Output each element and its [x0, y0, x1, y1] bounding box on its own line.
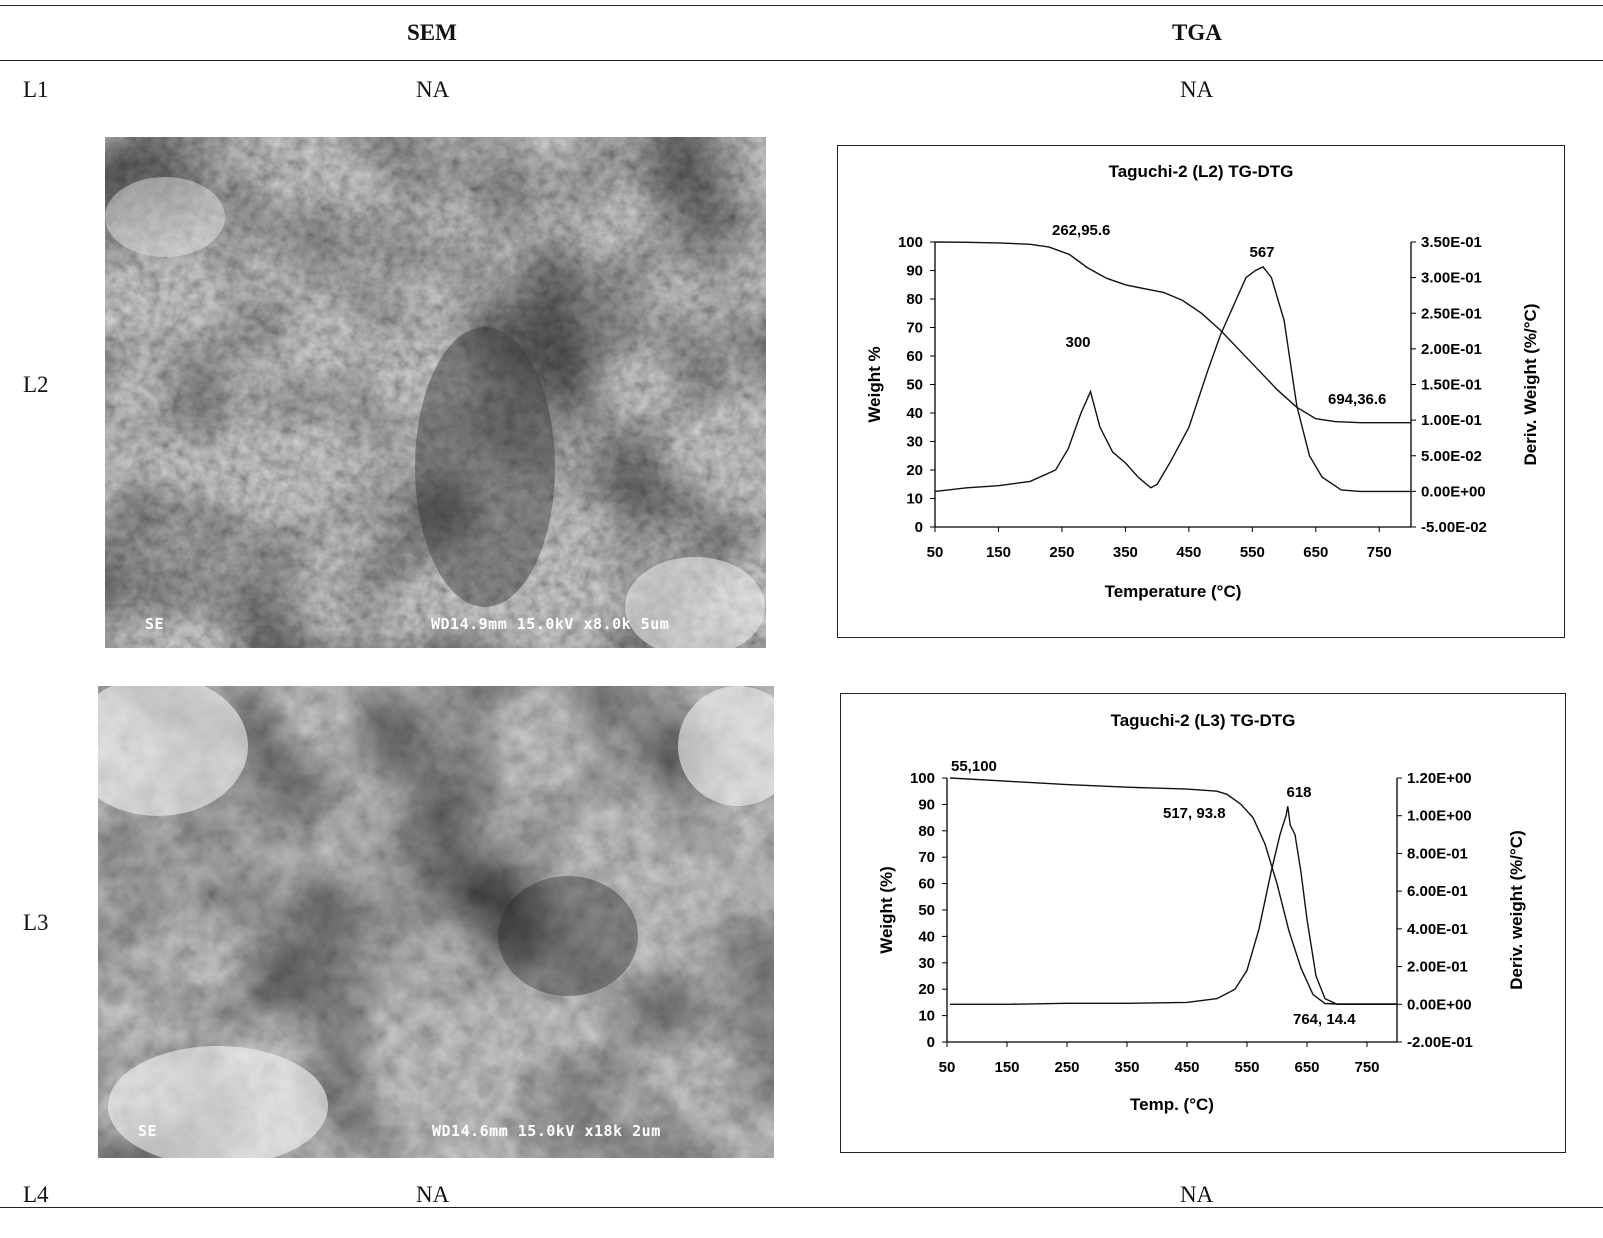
y-tick-label: 90: [906, 263, 923, 280]
y-tick-label: 40: [918, 928, 935, 945]
x-tick-label: 150: [994, 1059, 1019, 1076]
y-tick-label: 20: [918, 981, 935, 998]
y2-tick-label: 0.00E+00: [1407, 996, 1472, 1013]
table-bottom-rule: [0, 1207, 1603, 1208]
y-axis-label: Weight %: [865, 346, 884, 422]
y-tick-label: 10: [906, 491, 923, 508]
dtg-series-line: [950, 806, 1397, 1005]
y2-tick-label: 1.00E-01: [1421, 412, 1482, 429]
sem-bar-right-l3: WD14.6mm 15.0kV x18k 2um: [432, 1122, 661, 1140]
y2-tick-label: 6.00E-01: [1407, 883, 1468, 900]
row-sem-l1: NA: [416, 77, 450, 102]
x-tick-label: 750: [1354, 1059, 1379, 1076]
x-axis-label: Temperature (°C): [1105, 582, 1242, 601]
y2-tick-label: 2.00E-01: [1407, 959, 1468, 976]
y2-tick-label: 4.00E-01: [1407, 921, 1468, 938]
tga-chart-l3-svg: Taguchi-2 (L3) TG-DTG 50 150 250 350 450 550 65…: [877, 711, 1526, 1114]
y2-tick-label: 3.50E-01: [1421, 234, 1482, 251]
y-tick-label: 40: [906, 405, 923, 422]
row-label-l2: L2: [23, 372, 49, 397]
chart-title: Taguchi-2 (L3) TG-DTG: [1111, 711, 1296, 730]
y2-tick-label: -2.00E-01: [1407, 1034, 1473, 1051]
data-annotation: 567: [1249, 244, 1274, 261]
x-tick-label: 250: [1049, 544, 1074, 561]
y2-tick-label: 2.50E-01: [1421, 305, 1482, 322]
row-label-l4: L4: [23, 1182, 49, 1207]
x-tick-label: 150: [986, 544, 1011, 561]
y-tick-label: 0: [915, 519, 923, 536]
table-header-rule: [0, 60, 1603, 61]
data-annotation: 618: [1286, 784, 1311, 801]
header-tga: TGA: [1172, 20, 1222, 45]
tga-chart-l2-svg: Taguchi-2 (L2) TG-DTG 50 150 250 350 450 550 65…: [865, 162, 1540, 601]
table-top-rule: [0, 5, 1603, 6]
y2-tick-label: 1.00E+00: [1407, 808, 1472, 825]
y2-tick-label: 8.00E-01: [1407, 845, 1468, 862]
data-annotation: 764, 14.4: [1293, 1011, 1356, 1028]
tg-series-line: [934, 241, 1411, 424]
row-tga-l4: NA: [1180, 1182, 1214, 1207]
x-tick-label: 550: [1234, 1059, 1259, 1076]
y-tick-label: 100: [910, 770, 935, 787]
y-tick-label: 70: [906, 320, 923, 337]
y-tick-label: 30: [906, 434, 923, 451]
y-tick-label: 100: [898, 234, 923, 251]
sem-image-l3: SE WD14.6mm 15.0kV x18k 2um: [98, 686, 774, 1158]
y-tick-label: 60: [906, 348, 923, 365]
data-annotation: 262,95.6: [1052, 222, 1110, 239]
sem-texture-l3: [98, 686, 774, 1158]
data-annotation: 517, 93.8: [1163, 805, 1226, 822]
y2-axis-label: Deriv. weight (%/°C): [1507, 830, 1526, 990]
y2-tick-label: 3.00E-01: [1421, 270, 1482, 287]
y-tick-label: 90: [918, 796, 935, 813]
data-annotation: 300: [1065, 334, 1090, 351]
y-axis-label: Weight (%): [877, 866, 896, 954]
data-annotation: 694,36.6: [1328, 391, 1386, 408]
y2-tick-label: 5.00E-02: [1421, 448, 1482, 465]
x-tick-label: 450: [1176, 544, 1201, 561]
x-tick-label: 650: [1294, 1059, 1319, 1076]
y-tick-label: 80: [906, 291, 923, 308]
sem-image-l2: SE WD14.9mm 15.0kV x8.0k 5um: [105, 137, 766, 648]
y-tick-label: 20: [906, 462, 923, 479]
row-tga-l1: NA: [1180, 77, 1214, 102]
y2-tick-label: 0.00E+00: [1421, 483, 1486, 500]
y-tick-label: 30: [918, 955, 935, 972]
x-tick-label: 50: [927, 544, 944, 561]
x-tick-label: 50: [939, 1059, 956, 1076]
sem-texture-l2: [105, 137, 766, 648]
dtg-series-line: [934, 266, 1411, 493]
x-tick-label: 750: [1367, 544, 1392, 561]
tga-chart-l2: Taguchi-2 (L2) TG-DTG 50 150 250 350 450 550 65…: [837, 145, 1565, 638]
header-sem: SEM: [407, 20, 457, 45]
y2-tick-label: -5.00E-02: [1421, 519, 1487, 536]
data-annotation: 55,100: [951, 758, 997, 775]
y2-tick-label: 1.20E+00: [1407, 770, 1472, 787]
sem-bar-right-l2: WD14.9mm 15.0kV x8.0k 5um: [431, 615, 670, 633]
chart-title: Taguchi-2 (L2) TG-DTG: [1109, 162, 1294, 181]
row-sem-l4: NA: [416, 1182, 450, 1207]
sem-bar-left-l2: SE: [145, 615, 165, 633]
y2-tick-label: 2.00E-01: [1421, 341, 1482, 358]
y-tick-label: 50: [918, 902, 935, 919]
y2-tick-label: 1.50E-01: [1421, 377, 1482, 394]
row-label-l1: L1: [23, 77, 49, 102]
row-label-l3: L3: [23, 910, 49, 935]
y-tick-label: 0: [927, 1034, 935, 1051]
x-tick-label: 250: [1054, 1059, 1079, 1076]
y-tick-label: 50: [906, 377, 923, 394]
y-tick-label: 70: [918, 849, 935, 866]
x-tick-label: 450: [1174, 1059, 1199, 1076]
x-axis-label: Temp. (°C): [1130, 1095, 1214, 1114]
x-tick-label: 350: [1113, 544, 1138, 561]
y-tick-label: 10: [918, 1008, 935, 1025]
tga-chart-l3: Taguchi-2 (L3) TG-DTG 50 150 250 350 450 550 65…: [840, 693, 1566, 1153]
y-tick-label: 60: [918, 876, 935, 893]
x-tick-label: 650: [1303, 544, 1328, 561]
x-tick-label: 550: [1240, 544, 1265, 561]
sem-bar-left-l3: SE: [138, 1122, 158, 1140]
y-tick-label: 80: [918, 823, 935, 840]
x-tick-label: 350: [1114, 1059, 1139, 1076]
y2-axis-label: Deriv. Weight (%/°C): [1521, 303, 1540, 465]
